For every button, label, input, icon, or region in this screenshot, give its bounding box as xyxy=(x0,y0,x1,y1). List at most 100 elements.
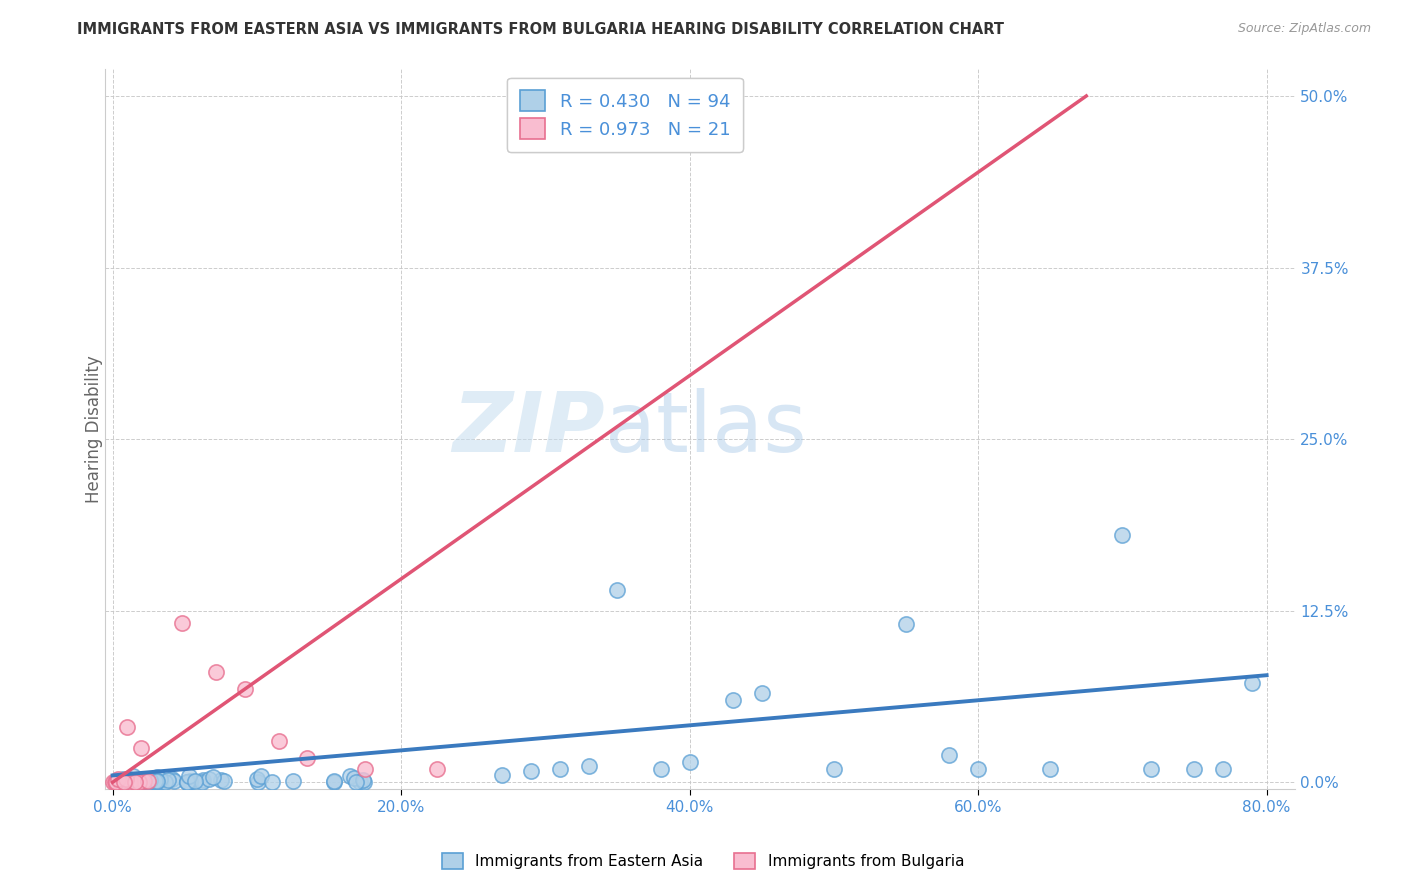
Point xyxy=(124,775,146,789)
Point xyxy=(678,755,700,769)
Point xyxy=(176,775,198,789)
Point xyxy=(107,772,129,787)
Point xyxy=(967,762,990,776)
Point xyxy=(112,772,135,787)
Point xyxy=(353,775,375,789)
Point xyxy=(124,774,146,789)
Point xyxy=(349,775,371,789)
Point xyxy=(118,774,141,789)
Point xyxy=(297,750,319,764)
Point xyxy=(170,615,193,630)
Point xyxy=(105,772,128,787)
Point xyxy=(160,772,183,787)
Point xyxy=(108,774,131,789)
Text: IMMIGRANTS FROM EASTERN ASIA VS IMMIGRANTS FROM BULGARIA HEARING DISABILITY CORR: IMMIGRANTS FROM EASTERN ASIA VS IMMIGRAN… xyxy=(77,22,1004,37)
Point xyxy=(323,774,346,789)
Point xyxy=(115,774,138,789)
Legend: Immigrants from Eastern Asia, Immigrants from Bulgaria: Immigrants from Eastern Asia, Immigrants… xyxy=(436,847,970,875)
Point xyxy=(1140,762,1163,776)
Point xyxy=(136,774,159,789)
Point xyxy=(606,583,628,598)
Point xyxy=(352,773,374,788)
Point xyxy=(262,775,284,789)
Point xyxy=(115,775,138,789)
Point xyxy=(128,775,150,789)
Point xyxy=(114,774,136,789)
Point xyxy=(128,775,150,789)
Point xyxy=(163,773,186,788)
Point xyxy=(322,773,344,788)
Point xyxy=(205,665,228,680)
Point xyxy=(938,747,960,762)
Point xyxy=(176,775,198,789)
Point xyxy=(104,775,127,789)
Point xyxy=(105,773,128,788)
Point xyxy=(132,774,155,789)
Point xyxy=(118,772,141,786)
Point xyxy=(650,762,672,776)
Point xyxy=(108,773,131,788)
Y-axis label: Hearing Disability: Hearing Disability xyxy=(86,355,103,503)
Legend: R = 0.430   N = 94, R = 0.973   N = 21: R = 0.430 N = 94, R = 0.973 N = 21 xyxy=(508,78,742,152)
Point xyxy=(520,764,543,779)
Point xyxy=(122,769,145,783)
Point xyxy=(118,775,141,789)
Point xyxy=(191,775,214,789)
Point xyxy=(179,773,201,788)
Point xyxy=(179,775,201,789)
Point xyxy=(128,774,150,789)
Point xyxy=(134,775,156,789)
Point xyxy=(153,775,176,789)
Point xyxy=(176,775,198,789)
Point xyxy=(197,772,219,787)
Point xyxy=(1039,762,1062,776)
Point xyxy=(246,772,269,787)
Point xyxy=(139,773,162,788)
Point xyxy=(105,774,128,789)
Point xyxy=(1212,762,1234,776)
Text: Source: ZipAtlas.com: Source: ZipAtlas.com xyxy=(1237,22,1371,36)
Text: atlas: atlas xyxy=(605,388,807,469)
Point xyxy=(122,775,145,789)
Point xyxy=(112,775,135,789)
Point xyxy=(138,775,160,789)
Point xyxy=(114,775,136,789)
Point xyxy=(127,774,149,789)
Point xyxy=(139,773,162,788)
Point xyxy=(115,772,138,787)
Point xyxy=(108,775,131,789)
Point xyxy=(132,772,155,787)
Text: ZIP: ZIP xyxy=(453,388,605,469)
Point xyxy=(122,775,145,789)
Point xyxy=(578,759,600,773)
Point xyxy=(132,774,155,789)
Point xyxy=(149,775,172,789)
Point xyxy=(212,773,235,788)
Point xyxy=(138,774,160,789)
Point xyxy=(1241,676,1264,690)
Point xyxy=(146,770,169,784)
Point xyxy=(136,774,159,789)
Point xyxy=(156,772,179,787)
Point xyxy=(193,773,215,788)
Point xyxy=(177,769,200,783)
Point xyxy=(548,762,571,776)
Point xyxy=(115,720,138,734)
Point xyxy=(751,686,773,700)
Point xyxy=(138,773,160,788)
Point xyxy=(111,772,134,786)
Point xyxy=(201,770,224,784)
Point xyxy=(145,774,167,789)
Point xyxy=(101,775,124,789)
Point xyxy=(107,774,129,789)
Point xyxy=(339,769,361,783)
Point xyxy=(112,774,135,789)
Point xyxy=(131,741,153,756)
Point xyxy=(177,775,200,789)
Point xyxy=(127,774,149,789)
Point xyxy=(1184,762,1206,776)
Point xyxy=(120,774,142,789)
Point xyxy=(149,772,172,787)
Point xyxy=(267,734,290,748)
Point xyxy=(121,773,143,788)
